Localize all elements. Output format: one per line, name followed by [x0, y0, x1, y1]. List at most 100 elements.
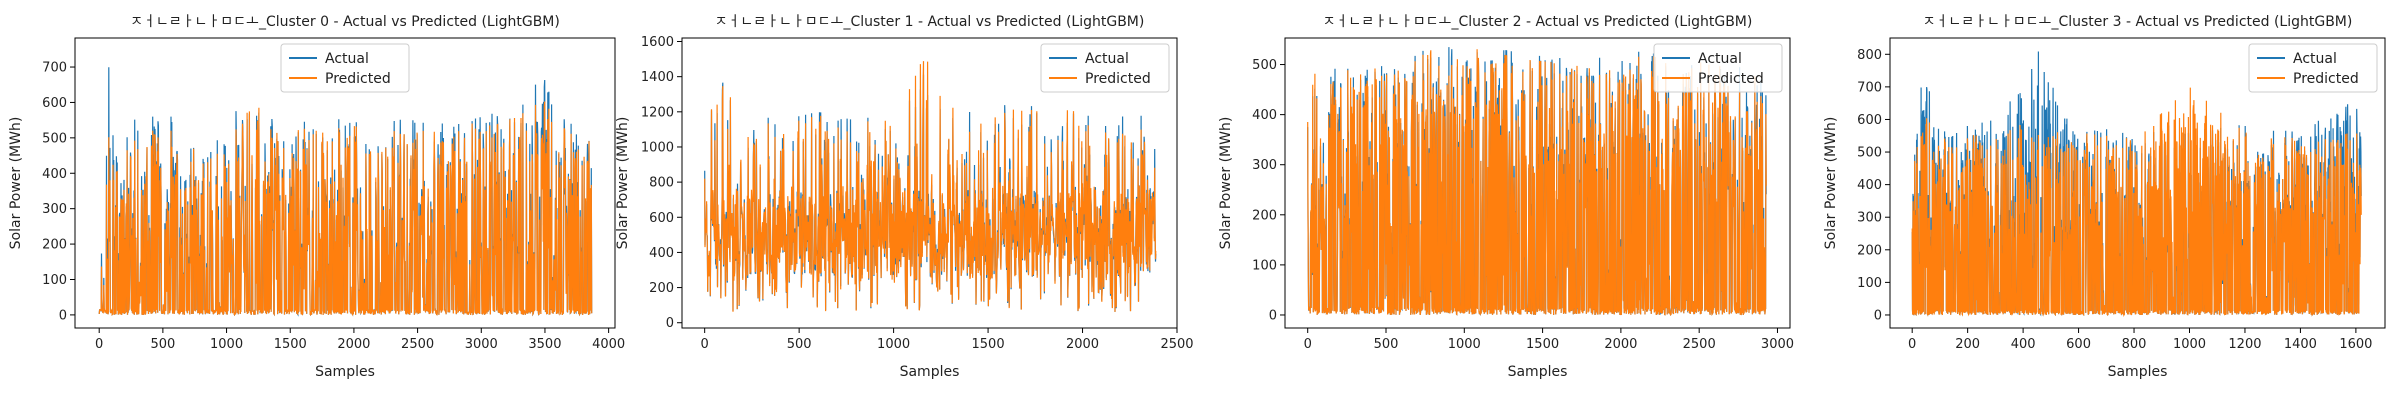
legend: Actual Predicted — [280, 43, 410, 93]
x-tick-label: 1000 — [2173, 337, 2206, 352]
y-axis-label: Solar Power (MWh) — [615, 117, 631, 250]
x-tick-label: 500 — [150, 337, 175, 352]
y-tick-label: 700 — [42, 61, 67, 76]
legend: Actual Predicted — [2248, 43, 2378, 93]
y-tick-label: 200 — [1252, 208, 1277, 223]
axes-frame — [681, 37, 1178, 329]
x-tick-label: 400 — [2011, 337, 2036, 352]
legend-label: Predicted — [325, 71, 391, 87]
chart-panel-1: ㅈㅓㄴㄹㅏㄴㅏㅁㄷㅗ_Cluster 1 - Actual vs Predict… — [615, 14, 1194, 380]
x-tick-label: 0 — [1908, 337, 1916, 352]
y-tick-label: 500 — [1252, 58, 1277, 73]
x-tick-label: 0 — [701, 337, 709, 352]
y-tick-label: 100 — [1252, 258, 1277, 273]
x-tick-label: 2000 — [337, 337, 370, 352]
chart-title: ㅈㅓㄴㄹㅏㄴㅏㅁㄷㅗ_Cluster 0 - Actual vs Predict… — [130, 14, 560, 30]
x-tick-label: 500 — [1374, 337, 1399, 352]
y-tick-label: 400 — [42, 167, 67, 182]
x-tick-label: 1500 — [1526, 337, 1559, 352]
y-tick-label: 100 — [1857, 276, 1882, 291]
y-tick-label: 0 — [1269, 308, 1277, 323]
series-line-predicted — [1911, 87, 2362, 318]
legend-box — [2248, 43, 2378, 93]
series-line-predicted — [1307, 49, 1767, 317]
x-tick-label: 600 — [2066, 337, 2091, 352]
x-tick-label: 2500 — [1160, 337, 1193, 352]
y-tick-label: 100 — [42, 273, 67, 288]
y-tick-label: 500 — [1857, 146, 1882, 161]
y-tick-label: 600 — [1857, 113, 1882, 128]
chart-panel-3: ㅈㅓㄴㄹㅏㄴㅏㅁㄷㅗ_Cluster 3 - Actual vs Predict… — [1823, 14, 2386, 380]
chart-title: ㅈㅓㄴㄹㅏㄴㅏㅁㄷㅗ_Cluster 2 - Actual vs Predict… — [1323, 14, 1753, 30]
y-tick-label: 800 — [1857, 48, 1882, 63]
x-tick-label: 1400 — [2284, 337, 2317, 352]
chart-panel-2: ㅈㅓㄴㄹㅏㄴㅏㅁㄷㅗ_Cluster 2 - Actual vs Predict… — [1218, 14, 1794, 380]
axes-frame — [1889, 37, 2386, 329]
y-axis-label: Solar Power (MWh) — [8, 117, 24, 250]
plot-area — [1307, 47, 1767, 317]
x-tick-label: 3000 — [465, 337, 498, 352]
x-tick-label: 500 — [787, 337, 812, 352]
legend: Actual Predicted — [1040, 43, 1170, 93]
x-tick-label: 1000 — [210, 337, 243, 352]
y-tick-label: 300 — [42, 202, 67, 217]
y-tick-label: 600 — [42, 96, 67, 111]
x-axis-label: Samples — [900, 364, 960, 380]
legend-label: Predicted — [2293, 71, 2359, 87]
y-tick-label: 1000 — [641, 140, 674, 155]
y-tick-label: 0 — [666, 316, 674, 331]
y-tick-label: 1600 — [641, 35, 674, 50]
series-line-predicted — [98, 101, 593, 317]
legend-label: Predicted — [1698, 71, 1764, 87]
x-axis-label: Samples — [1508, 364, 1568, 380]
x-tick-label: 2000 — [1066, 337, 1099, 352]
x-tick-label: 3500 — [528, 337, 561, 352]
legend-box — [1040, 43, 1170, 93]
y-tick-label: 400 — [649, 246, 674, 261]
axes-frame — [74, 37, 616, 329]
x-axis-label: Samples — [2108, 364, 2168, 380]
legend-label: Actual — [1698, 51, 1742, 67]
series-line-predicted — [704, 61, 1157, 312]
x-tick-label: 1000 — [877, 337, 910, 352]
x-tick-label: 2500 — [1683, 337, 1716, 352]
x-tick-label: 1600 — [2339, 337, 2372, 352]
y-tick-label: 200 — [1857, 243, 1882, 258]
y-tick-label: 400 — [1252, 108, 1277, 123]
x-tick-label: 800 — [2122, 337, 2147, 352]
chart-title: ㅈㅓㄴㄹㅏㄴㅏㅁㄷㅗ_Cluster 3 - Actual vs Predict… — [1923, 14, 2353, 30]
plot-area — [98, 67, 593, 317]
x-axis-label: Samples — [315, 364, 375, 380]
y-tick-label: 400 — [1857, 178, 1882, 193]
y-tick-label: 200 — [649, 281, 674, 296]
y-tick-label: 1200 — [641, 105, 674, 120]
x-tick-label: 200 — [1955, 337, 1980, 352]
y-tick-label: 700 — [1857, 80, 1882, 95]
legend-box — [280, 43, 410, 93]
legend-label: Actual — [1085, 51, 1129, 67]
legend-label: Actual — [325, 51, 369, 67]
y-tick-label: 0 — [59, 308, 67, 323]
chart-panel-0: ㅈㅓㄴㄹㅏㄴㅏㅁㄷㅗ_Cluster 0 - Actual vs Predict… — [8, 14, 625, 380]
y-tick-label: 800 — [649, 176, 674, 191]
y-tick-label: 1400 — [641, 70, 674, 85]
y-tick-label: 600 — [649, 211, 674, 226]
x-tick-label: 0 — [1304, 337, 1312, 352]
plot-area — [1911, 51, 2362, 318]
legend-label: Actual — [2293, 51, 2337, 67]
x-tick-label: 0 — [95, 337, 103, 352]
x-tick-label: 2500 — [401, 337, 434, 352]
y-tick-label: 300 — [1252, 158, 1277, 173]
axes-frame — [1284, 37, 1791, 329]
x-tick-label: 2000 — [1604, 337, 1637, 352]
x-tick-label: 1500 — [972, 337, 1005, 352]
plot-area — [704, 61, 1157, 312]
chart-title: ㅈㅓㄴㄹㅏㄴㅏㅁㄷㅗ_Cluster 1 - Actual vs Predict… — [715, 14, 1145, 30]
x-tick-label: 1200 — [2228, 337, 2261, 352]
y-axis-label: Solar Power (MWh) — [1823, 117, 1839, 250]
y-axis-label: Solar Power (MWh) — [1218, 117, 1234, 250]
y-tick-label: 0 — [1874, 308, 1882, 323]
x-tick-label: 3000 — [1761, 337, 1794, 352]
y-tick-label: 500 — [42, 131, 67, 146]
